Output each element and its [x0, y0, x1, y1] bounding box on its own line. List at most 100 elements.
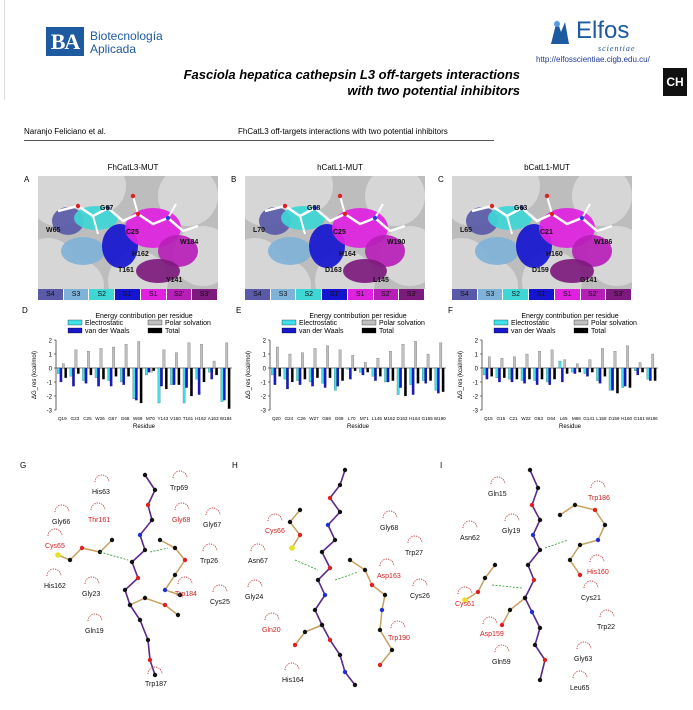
bar — [646, 367, 650, 380]
bar — [550, 349, 554, 369]
subsite-legend: S4 S3 S2 S1' S1 S2' S3' — [38, 289, 219, 300]
bar — [139, 367, 143, 404]
bar — [391, 367, 395, 381]
residue-label: Thr161 — [88, 517, 110, 524]
bar — [374, 367, 377, 381]
legend-entry: Total — [165, 328, 180, 335]
residue-label: W65 — [46, 227, 61, 234]
panel-label-d: D — [22, 306, 28, 315]
bar — [416, 367, 420, 384]
pocket-S2p — [572, 235, 612, 267]
legend-swatch — [147, 327, 163, 334]
residue-label: His162 — [44, 583, 66, 590]
x-tick-label: M71 — [360, 416, 369, 421]
x-tick-label: C21 — [509, 416, 518, 421]
legend-swatch — [67, 327, 83, 334]
x-tick-label: Q15 — [484, 416, 493, 421]
legend-entry: van der Waals — [511, 328, 556, 335]
bar — [124, 344, 128, 369]
x-tick-label: L70 — [348, 416, 356, 421]
bar — [651, 353, 655, 369]
x-tick-label: W69 — [133, 416, 143, 421]
residue-label: G68 — [307, 205, 320, 212]
bar — [439, 342, 443, 369]
legend-entry: Polar solvation — [165, 320, 211, 327]
y-tick-label: -1 — [47, 381, 53, 387]
pocket-S3p — [136, 259, 180, 283]
bar — [626, 345, 629, 369]
panel-label-g: G — [20, 461, 26, 470]
subsite-S3p: S3' — [399, 289, 426, 300]
bar — [97, 367, 100, 387]
residue-label: Trp69 — [170, 485, 188, 492]
bar — [135, 367, 138, 401]
legend-swatch — [493, 319, 509, 326]
energy-bar-chart: Energy contribution per residueElectrost… — [458, 313, 658, 430]
bar — [349, 367, 352, 380]
elfos-logo-icon — [551, 20, 569, 44]
residue-label: Gln59 — [492, 659, 511, 666]
x-tick-label: G165 — [422, 416, 434, 421]
residue-label: Gly24 — [245, 594, 263, 601]
x-tick-label: G24 — [285, 416, 294, 421]
bar — [336, 367, 340, 387]
residue-label: His160 — [587, 569, 609, 576]
subsite-S3p: S3' — [192, 289, 219, 300]
residue-label: G67 — [100, 205, 113, 212]
legend-swatch — [281, 319, 297, 326]
elfos-url[interactable]: http://elfosscientiae.cigb.edu.cu/ — [536, 55, 650, 64]
bar — [334, 367, 337, 391]
x-tick-label: G64 — [547, 416, 556, 421]
legend-swatch — [361, 327, 377, 334]
chart-title: Energy contribution per residue — [95, 313, 192, 320]
legend-entry: Polar solvation — [591, 320, 637, 327]
bar — [84, 367, 88, 384]
bar — [409, 367, 413, 385]
bar — [175, 352, 178, 369]
y-tick-label: -3 — [47, 409, 53, 415]
residue-label: G141 — [580, 277, 597, 284]
residue-label: Trp190 — [388, 635, 410, 642]
elfos-name: Elfos — [576, 17, 630, 44]
bar — [490, 367, 494, 377]
x-tick-label: C26 — [297, 416, 306, 421]
bar — [313, 348, 317, 369]
subsite-legend: S4 S3 S2 S1' S1 S2' S3' — [245, 289, 426, 300]
bar — [603, 367, 607, 377]
residue-label: Asn62 — [460, 535, 480, 542]
protein-surface-image: G68 L70 C25 H164 W190 D163 L145 — [245, 176, 425, 290]
panel-label-h: H — [232, 461, 238, 470]
bar — [298, 367, 302, 385]
bar — [122, 367, 126, 385]
subsite-S3: S3 — [270, 289, 297, 300]
x-tick-label: H160 — [621, 416, 632, 421]
x-tick-label: G68 — [322, 416, 331, 421]
x-tick-label: Y143 — [157, 416, 168, 421]
bar — [485, 367, 489, 380]
bar — [208, 367, 211, 373]
y-tick-label: 0 — [263, 367, 267, 373]
subsite-S4: S4 — [245, 289, 271, 300]
residue-label: Cys26 — [410, 593, 430, 600]
bar — [223, 367, 226, 401]
bar — [59, 367, 63, 383]
header-rule — [24, 140, 494, 141]
bar — [565, 367, 569, 374]
subsite-S2p: S2' — [373, 289, 400, 300]
x-tick-label: G141 — [583, 416, 595, 421]
bar — [182, 367, 186, 404]
pocket-S3p — [550, 259, 594, 283]
bar — [540, 367, 544, 380]
x-tick-label: T161 — [183, 416, 194, 421]
bar — [621, 367, 625, 388]
legend-entry: van der Waals — [85, 328, 130, 335]
bar — [164, 367, 168, 390]
residue-label: Gly19 — [502, 528, 520, 535]
pocket-S3 — [268, 237, 312, 265]
bar — [510, 367, 514, 383]
y-tick-label: 1 — [475, 353, 479, 359]
bar — [102, 367, 105, 380]
bar — [286, 367, 289, 390]
residue-label: Trp22 — [597, 624, 615, 631]
bar — [596, 367, 599, 381]
